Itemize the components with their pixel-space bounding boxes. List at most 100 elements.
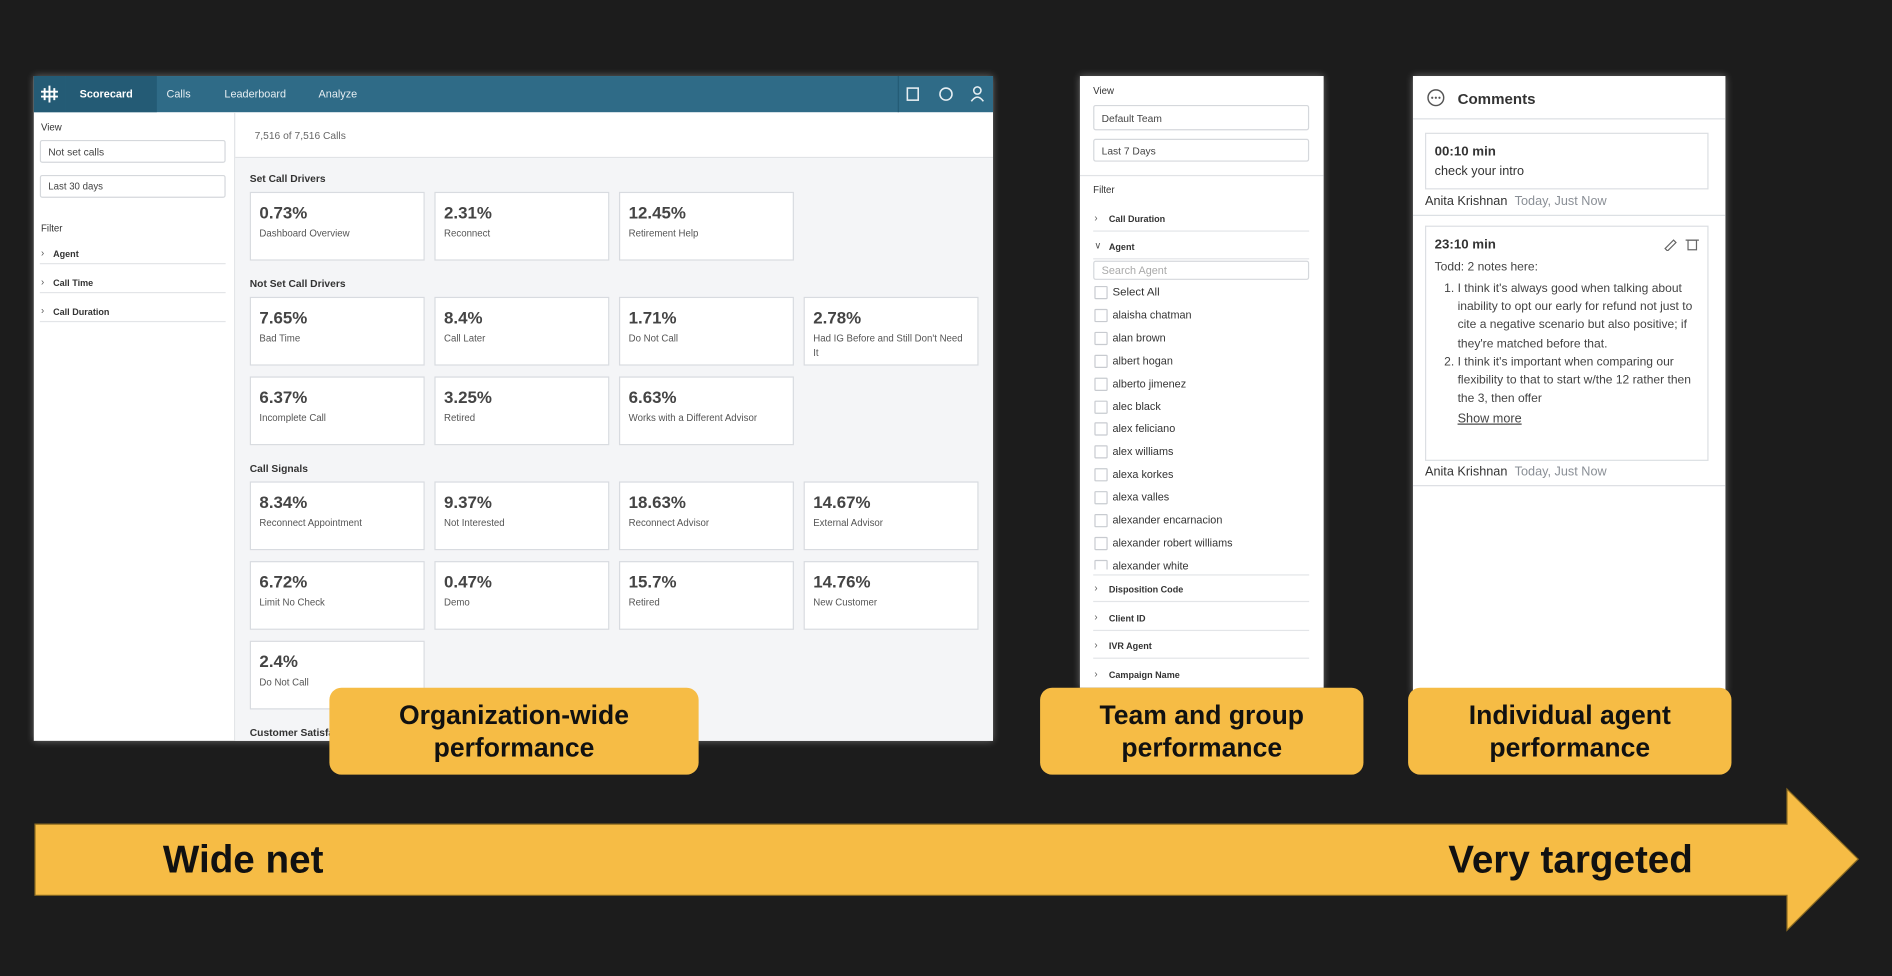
metric-card[interactable]: 2.31% Reconnect [434,191,610,261]
agent-name[interactable]: alexa korkes [1112,468,1174,481]
filter-row[interactable]: Call Duration [1108,213,1166,225]
metric-card[interactable]: 14.76% New Customer [803,561,979,630]
nav-item[interactable]: Scorecard [79,88,133,101]
metric-label: Dashboard Overview [259,228,350,239]
metric-card[interactable]: 8.4% Call Later [434,296,610,366]
metric-card[interactable]: 18.63% Reconnect Advisor [618,481,794,551]
main: Set Call Drivers 0.73% Dashboard Overview 2… [235,158,994,741]
checkbox[interactable] [1094,308,1108,323]
chevron: › [41,276,45,288]
show-more[interactable]: Show more [1457,411,1522,427]
filter-row[interactable]: IVR Agent [1108,640,1152,652]
metric-label: Bad Time [259,333,301,344]
agent-name[interactable]: alexander robert williams [1112,536,1233,549]
section-title: Set Call Drivers [249,172,326,185]
separator [1093,230,1310,232]
author: Anita Krishnan [1424,464,1508,480]
comments-panel: Comments 00:10 min check your intro Anit… [1412,76,1726,694]
agent-name[interactable]: alaisha chatman [1112,308,1192,321]
agent-name[interactable]: alan brown [1112,331,1166,344]
metric-card[interactable]: 1.71% Do Not Call [618,296,794,366]
agent-name[interactable]: alec black [1112,399,1161,413]
metric-label: Retirement Help [628,228,699,239]
comment-text: Todd: 2 notes here: [1434,260,1538,274]
agent-name[interactable]: alexander white [1112,559,1189,570]
metric-card[interactable]: 8.34% Reconnect Appointment [249,481,425,551]
checkbox[interactable] [1094,536,1108,551]
filter-row[interactable]: Campaign Name [1108,669,1180,680]
metric-value: 6.63% [628,387,677,407]
filter-row[interactable]: Agent [1108,241,1135,253]
metric-label: Retired [444,412,476,424]
metric-label: Reconnect [444,228,491,239]
view-select[interactable]: Not set calls [39,139,226,163]
logo-icon [41,85,58,103]
metric-card[interactable]: 7.65% Bad Time [249,296,425,366]
logo [33,76,66,113]
agent-name[interactable]: alexa valles [1112,491,1170,504]
agent-name[interactable]: albert hogan [1112,354,1173,367]
separator [1093,600,1310,603]
card-row: 7.65% Bad Time 8.4% Call Later 1.71% Do Not C… [249,296,993,366]
comment-author: Anita Krishnan Today, Just Now [1425,194,1607,208]
metric-card[interactable]: 2.78% Had IG Before and Still Don't Need … [803,296,979,366]
metric-value: 2.78% [813,307,862,327]
agent-name[interactable]: Select All [1112,285,1160,300]
agent-list: Select All alaisha chatman alan brown alber… [1080,284,1324,570]
comment-actions[interactable] [1663,236,1702,251]
checkbox[interactable] [1094,354,1108,368]
checkbox[interactable] [1094,559,1108,570]
metric-card[interactable]: 12.45% Retirement Help [618,191,794,261]
section-title: Not Set Call Drivers [249,277,346,290]
agent-name[interactable]: alberto jimenez [1112,377,1187,390]
agent-name[interactable]: alex williams [1112,445,1174,458]
callout: Team and group performance [1040,687,1364,775]
checkbox[interactable] [1094,285,1108,300]
checkbox[interactable] [1094,445,1108,459]
chevron: › [41,247,45,259]
metric-label: Reconnect Appointment [259,517,362,529]
filter-row[interactable]: Call Time [53,277,94,289]
nav-item[interactable]: Leaderboard [224,88,287,101]
metric-card[interactable]: 14.67% External Advisor [803,481,979,551]
checkbox[interactable] [1094,468,1108,482]
agent-name[interactable]: alexander encarnacion [1112,514,1223,527]
metric-card[interactable]: 9.37% Not Interested [434,481,610,551]
date-select[interactable]: Last 30 days [39,174,226,198]
checkbox[interactable] [1094,422,1108,437]
active-tab[interactable] [65,76,157,113]
agent-name[interactable]: alex feliciano [1112,422,1176,435]
filter-row[interactable]: Call Duration [53,306,110,318]
team-select[interactable]: Default Team [1093,104,1310,131]
metric-card[interactable]: 3.25% Retired [434,376,610,446]
chevron: ∨ [1094,240,1102,251]
metric-card[interactable]: 0.47% Demo [434,561,610,630]
metric-label: Retired [628,597,660,609]
nav-item[interactable]: Analyze [318,88,358,101]
comment-icon [1427,89,1445,107]
metric-card[interactable]: 0.73% Dashboard Overview [249,191,425,261]
checkbox[interactable] [1094,377,1108,391]
checkbox[interactable] [1094,331,1108,345]
checkbox[interactable] [1094,491,1108,505]
when: Today, Just Now [1514,464,1607,480]
metric-value: 9.37% [444,492,492,512]
checkbox[interactable] [1094,514,1108,528]
filter-row[interactable]: Disposition Code [1108,583,1184,595]
metric-card[interactable]: 15.7% Retired [618,561,794,630]
metric-card[interactable]: 6.63% Works with a Different Advisor [618,376,794,446]
nav-item[interactable]: Calls [166,88,191,101]
metric-card[interactable]: 6.37% Incomplete Call [249,376,425,446]
filter-row[interactable]: Client ID [1108,612,1146,624]
filter-row[interactable]: Agent [53,248,79,260]
header-icons[interactable] [903,84,993,103]
metric-card[interactable]: 6.72% Limit No Check [249,561,425,630]
card-row: 6.72% Limit No Check 0.47% Demo 15.7% Retired… [249,561,993,630]
metric-label: Had IG Before and Still Don't Need It [813,333,963,359]
agent-search[interactable]: Search Agent [1093,260,1310,280]
count-bar: 7,516 of 7,516 Calls [235,112,994,159]
checkbox[interactable] [1094,399,1108,414]
metric-label: External Advisor [813,517,884,529]
count: 7,516 of 7,516 Calls [254,129,346,142]
date-select[interactable]: Last 7 Days [1093,138,1310,162]
